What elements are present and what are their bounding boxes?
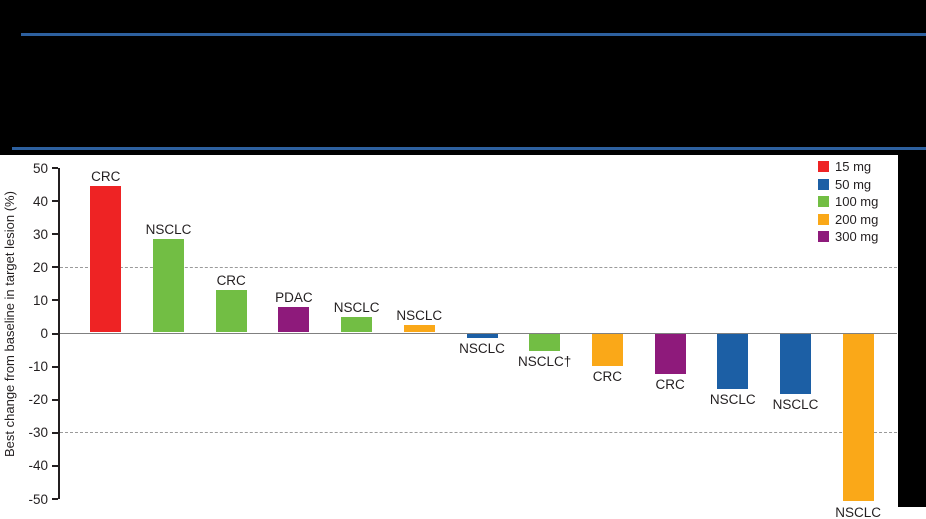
bar [466, 334, 498, 338]
bar [780, 334, 811, 394]
bar-label: NSCLC [709, 392, 756, 408]
y-tick-mark [52, 398, 58, 401]
bar [529, 334, 561, 351]
y-tick-mark [52, 233, 58, 236]
y-tick-label: 10 [32, 292, 48, 308]
bar [717, 334, 749, 389]
legend-item: 300 mg [818, 230, 878, 244]
header-rule-bottom [12, 147, 926, 150]
bar-label: CRC [655, 377, 685, 393]
legend-swatch-icon [818, 161, 829, 173]
y-tick-mark [52, 299, 58, 302]
legend-label: 100 mg [835, 194, 879, 210]
y-tick-label: 50 [32, 160, 48, 176]
legend: 15 mg 50 mg 100 mg 200 mg 300 mg [818, 160, 878, 244]
bar-label: PDAC [275, 290, 313, 306]
bar [215, 290, 247, 333]
y-tick-mark [52, 431, 58, 434]
legend-item: 50 mg [818, 178, 878, 192]
y-tick-mark [52, 167, 58, 169]
y-tick-label: 30 [32, 226, 48, 242]
y-tick-label: -10 [28, 359, 48, 375]
header-rule-top [21, 33, 926, 36]
legend-item: 100 mg [818, 195, 878, 209]
bar-label: NSCLC [772, 397, 819, 413]
y-tick-label: -50 [28, 491, 48, 507]
legend-label: 300 mg [835, 229, 879, 245]
legend-item: 200 mg [818, 213, 878, 227]
legend-label: 50 mg [835, 176, 872, 192]
bar [591, 334, 623, 366]
bar [341, 316, 373, 333]
bar-label: NSCLC [333, 299, 380, 315]
waterfall-chart: Best change from baseline in target lesi… [0, 155, 898, 519]
y-tick-label: -30 [28, 425, 48, 441]
reference-line [60, 266, 897, 268]
y-tick-mark [52, 365, 58, 368]
bar [654, 334, 686, 374]
legend-label: 15 mg [835, 159, 872, 175]
bar [842, 334, 874, 502]
legend-swatch-icon [818, 178, 829, 190]
bar-label: NSCLC† [518, 354, 572, 370]
zero-baseline [60, 332, 897, 335]
y-tick-label: 20 [32, 259, 48, 275]
bar [403, 325, 435, 333]
y-tick-label: 40 [32, 193, 48, 209]
y-tick-mark [52, 266, 58, 269]
plot-area: 50 40 30 20 10 0 -10 -20 -30 -40 -50 CRC NSCLC CRC PDA… [28, 161, 897, 519]
y-tick-label: -20 [28, 392, 48, 408]
bar-label: CRC [91, 169, 121, 185]
bar-label: NSCLC [145, 222, 192, 238]
bar-label: NSCLC [835, 504, 882, 519]
y-tick-mark [52, 498, 58, 500]
bar-label: CRC [592, 368, 623, 384]
legend-item: 15 mg [818, 160, 878, 174]
bar [278, 307, 310, 333]
bar [90, 186, 122, 333]
reference-line [60, 432, 897, 434]
y-tick-mark [52, 464, 58, 467]
y-tick-mark [52, 332, 58, 335]
bar-label: CRC [216, 273, 246, 289]
bar-label: NSCLC [396, 308, 443, 324]
legend-label: 200 mg [835, 211, 879, 227]
legend-swatch-icon [818, 231, 829, 243]
bar-label: NSCLC [459, 340, 505, 356]
legend-swatch-icon [818, 196, 829, 208]
y-tick-mark [52, 200, 58, 203]
bottom-right-patch [898, 507, 926, 519]
legend-swatch-icon [818, 213, 829, 225]
y-tick-label: 0 [40, 326, 48, 341]
y-tick-label: -40 [28, 458, 48, 474]
bar [153, 239, 184, 333]
